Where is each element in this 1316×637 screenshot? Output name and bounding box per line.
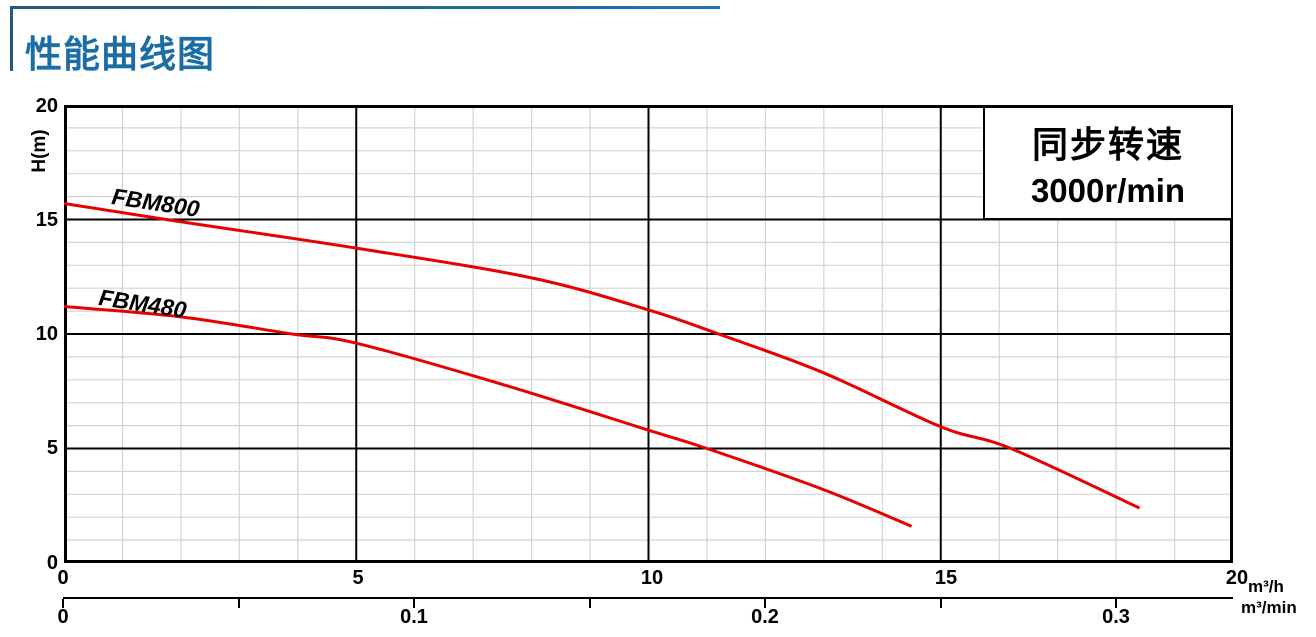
curve-fbm480	[64, 305, 913, 528]
legend-speed-title: 同步转速	[1031, 124, 1184, 165]
x-axis-tick-label: 20	[1225, 567, 1249, 589]
y-axis-tick-label: 10	[35, 323, 58, 345]
y-axis-tick-label: 0	[46, 552, 58, 574]
x2-axis-tick	[413, 599, 415, 608]
x2-axis-tick	[1115, 599, 1117, 608]
x-axis-tick-label: 10	[640, 567, 664, 589]
header-top-line	[10, 6, 720, 9]
page-title: 性能曲线图	[25, 34, 215, 75]
x-axis-tick-label: 15	[934, 567, 958, 589]
x2-axis-tick	[939, 599, 942, 608]
x2-axis-tick	[237, 599, 240, 608]
y-axis-title: H(m)	[29, 129, 50, 173]
x2-axis-tick	[764, 599, 766, 608]
x-axis-unit-label: m³/h	[1248, 577, 1284, 596]
x2-axis-tick	[62, 599, 64, 608]
y-axis-tick-label: 15	[35, 209, 58, 231]
x2-axis-unit-label: m³/min	[1241, 598, 1297, 617]
legend-box: 同步转速 3000r/min	[983, 106, 1233, 220]
curve-fbm800	[64, 201, 1141, 510]
header-vertical-line	[10, 6, 13, 71]
y-axis-tick-label: 5	[46, 437, 58, 459]
x2-axis-tick-label: 0.2	[751, 606, 779, 628]
x2-axis-tick-label: 0.3	[1102, 606, 1130, 628]
x-axis-tick-label: 0	[57, 567, 69, 589]
y-axis-tick-label: 20	[35, 95, 58, 117]
legend-speed-value: 3000r/min	[1030, 172, 1186, 209]
x2-axis-tick-label: 0.1	[400, 606, 428, 628]
x-axis-tick-label: 5	[352, 567, 364, 589]
x2-axis-tick-label: 0	[57, 606, 69, 628]
secondary-x-axis-line	[63, 597, 1233, 599]
x2-axis-tick	[588, 599, 591, 608]
